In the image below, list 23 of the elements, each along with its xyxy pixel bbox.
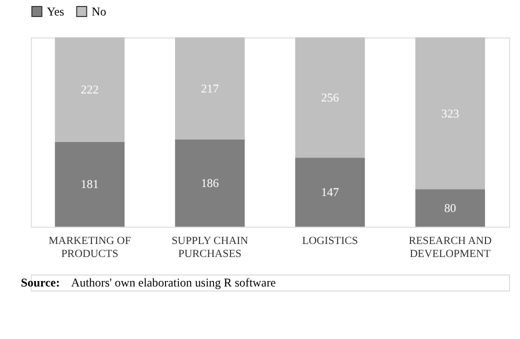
data-label: 256: [321, 90, 340, 105]
x-tick-label: MARKETING OF PRODUCTS: [48, 235, 131, 260]
data-label: 181: [80, 177, 99, 192]
legend-label: No: [92, 4, 106, 19]
data-label: 186: [200, 176, 219, 190]
bar: [54, 142, 125, 227]
bar: [295, 37, 365, 158]
data-label: 323: [441, 106, 460, 120]
bar: [415, 189, 486, 227]
x-tick-label: SUPPLY CHAIN PURCHASES: [172, 235, 248, 260]
data-label: 217: [200, 81, 219, 96]
legend-label: Yes: [46, 4, 65, 19]
x-tick-label: RESEARCH AND DEVELOPMENT: [408, 235, 492, 260]
bar: [415, 37, 486, 190]
data-label: 80: [444, 200, 456, 215]
data-label: 222: [80, 82, 99, 97]
bar: [54, 37, 125, 142]
bar: [175, 37, 245, 140]
bar: [295, 158, 365, 227]
bar: [175, 139, 245, 227]
source-note: Source: Authors' own elaboration using R software: [20, 275, 276, 290]
x-tick-label: LOGISTICS: [302, 235, 358, 248]
data-label: 147: [321, 185, 340, 200]
